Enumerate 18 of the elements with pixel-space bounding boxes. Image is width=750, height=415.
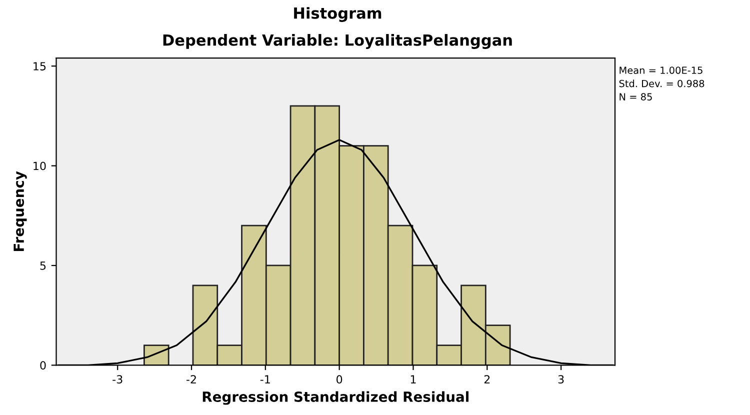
y-axis-title: Frequency (14, 171, 27, 252)
x-tick-label: 1 (410, 375, 416, 384)
text: Mean = 1.00E-15 (620, 66, 702, 74)
y-tick-label: 5 (40, 262, 46, 270)
x-tick-label: 0 (336, 375, 342, 384)
text: Std. Dev. = 0.988 (619, 80, 704, 88)
chart-title: Histogram (294, 7, 382, 22)
x-axis-title: Regression Standardized Residual (202, 391, 468, 405)
chart-subtitle: Dependent Variable: LoyalitasPelanggan (163, 34, 512, 49)
y-tick-label: 15 (34, 62, 46, 70)
y-tick-label: 10 (34, 162, 46, 170)
y-tick-label: 0 (40, 361, 46, 370)
text: N = 85 (620, 93, 652, 100)
x-tick-label: 3 (558, 375, 564, 384)
x-tick-label: -3 (112, 375, 122, 384)
x-tick-label: -1 (260, 375, 270, 384)
x-tick-label: 2 (484, 375, 490, 384)
x-tick-label: -2 (186, 375, 196, 384)
